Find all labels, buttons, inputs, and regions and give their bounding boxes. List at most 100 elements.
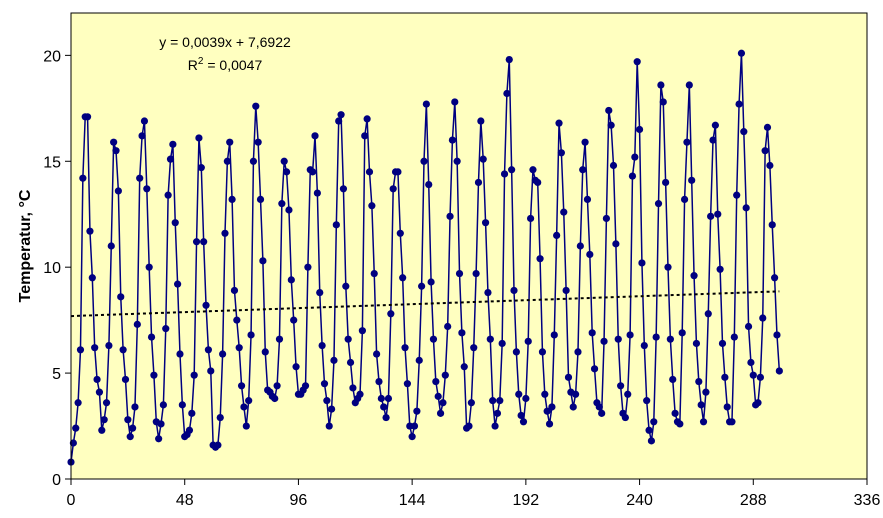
data-point: [287, 276, 295, 284]
data-point: [415, 356, 423, 364]
data-point: [313, 189, 321, 197]
data-point: [162, 325, 170, 333]
data-point: [775, 367, 783, 375]
x-tick-label: 144: [399, 492, 426, 509]
data-point: [252, 102, 260, 110]
data-point: [221, 229, 229, 237]
data-point: [282, 168, 291, 176]
y-axis-title: Temperatur, °C: [17, 189, 34, 302]
data-point: [164, 191, 172, 199]
trend-equation-label: y = 0,0039x + 7,6922: [159, 34, 291, 50]
data-point: [259, 257, 267, 265]
data-point: [226, 138, 234, 146]
data-point: [650, 418, 658, 426]
data-point: [290, 316, 298, 324]
data-point: [83, 113, 92, 121]
y-tick-label: 0: [52, 472, 61, 489]
data-point: [408, 433, 416, 441]
data-point: [192, 238, 201, 246]
data-point: [145, 263, 153, 271]
data-point: [79, 174, 87, 182]
data-point: [534, 178, 542, 187]
data-point: [474, 178, 483, 187]
data-point: [275, 335, 284, 343]
data-point: [711, 121, 719, 129]
data-point: [380, 403, 388, 411]
data-point: [697, 401, 705, 409]
data-point: [325, 422, 333, 430]
axes-layer: 0 48 96 144 192 240 288 336 0 5 10 15 20: [43, 13, 880, 509]
data-point: [730, 333, 738, 341]
data-point: [455, 269, 464, 278]
data-point: [166, 155, 175, 163]
data-point: [444, 322, 452, 331]
data-point: [740, 128, 748, 136]
data-point: [683, 138, 691, 146]
data-point: [330, 356, 338, 364]
data-point: [562, 286, 570, 295]
data-point: [396, 229, 404, 237]
data-point: [69, 439, 77, 447]
x-tick-label: 48: [176, 492, 194, 509]
data-point: [583, 195, 592, 203]
data-point: [647, 437, 656, 445]
data-point: [541, 390, 549, 398]
data-point: [335, 117, 343, 125]
data-point: [429, 335, 438, 343]
data-point: [219, 350, 227, 358]
data-point: [614, 335, 622, 343]
data-point: [626, 331, 634, 339]
data-point: [382, 413, 390, 422]
data-point: [560, 208, 568, 216]
data-point: [595, 403, 603, 411]
data-point: [553, 231, 561, 240]
data-point: [600, 337, 608, 345]
r-squared-label: R2 = 0,0047: [188, 56, 263, 73]
data-point: [365, 168, 374, 176]
data-point: [98, 426, 106, 434]
data-point: [773, 331, 781, 339]
data-point: [112, 147, 120, 155]
data-point: [621, 413, 629, 422]
data-point: [235, 344, 243, 352]
data-point: [635, 125, 644, 134]
data-point: [311, 132, 319, 140]
data-point: [680, 195, 689, 203]
data-point: [178, 401, 186, 409]
data-point: [763, 123, 772, 131]
data-point: [659, 98, 667, 106]
x-tick-label: 240: [626, 492, 653, 509]
data-point: [579, 166, 587, 174]
data-point: [529, 166, 537, 174]
data-point: [356, 390, 364, 398]
data-point: [721, 373, 729, 381]
data-point: [491, 422, 499, 430]
data-point: [320, 380, 329, 388]
data-point: [254, 138, 262, 146]
data-point: [377, 394, 385, 403]
data-point: [510, 286, 518, 295]
x-tick-label: 336: [854, 492, 881, 509]
data-point: [316, 289, 324, 297]
data-point: [754, 399, 762, 407]
data-point: [119, 346, 127, 354]
data-point: [240, 403, 248, 411]
data-point: [517, 411, 525, 420]
data-point: [512, 348, 520, 356]
data-point: [508, 166, 516, 174]
data-point: [486, 335, 494, 343]
data-point: [761, 147, 769, 155]
data-point: [74, 399, 82, 407]
data-point: [735, 100, 743, 108]
data-point: [93, 375, 101, 384]
x-tick-label: 192: [513, 492, 540, 509]
data-point: [451, 98, 459, 106]
data-point: [756, 373, 764, 381]
data-point: [744, 322, 753, 331]
data-point: [714, 210, 722, 218]
data-point: [548, 403, 556, 411]
x-tick-label: 0: [67, 492, 76, 509]
data-point: [373, 350, 381, 358]
data-point: [434, 392, 442, 400]
